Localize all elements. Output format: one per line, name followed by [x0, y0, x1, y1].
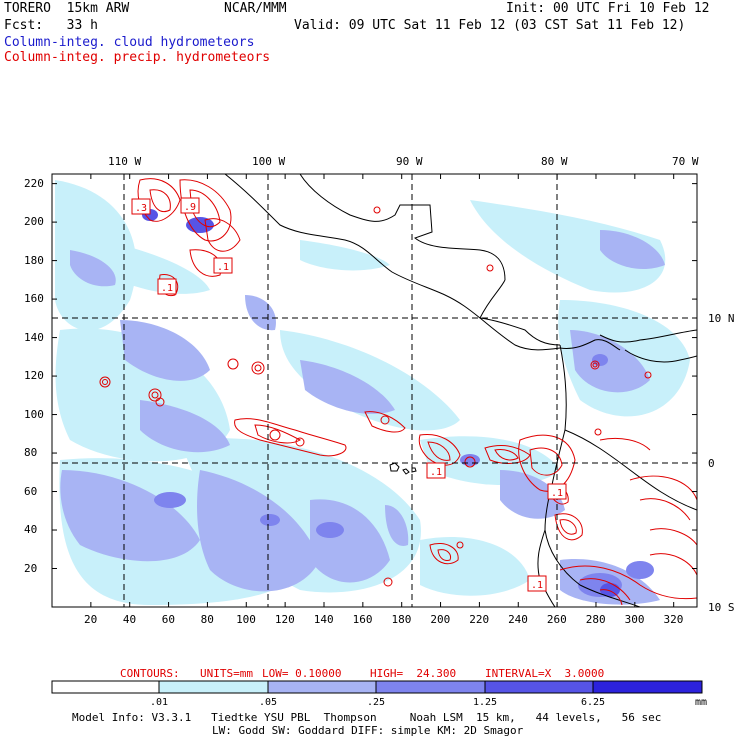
contours-low: LOW= 0.10000: [262, 667, 342, 680]
y-tick-label: 80: [24, 446, 38, 460]
colorbar-segment: [592, 680, 703, 694]
y-tick-label: 220: [24, 176, 44, 190]
x-tick-label: 20: [84, 613, 98, 626]
y-tick-label: 120: [24, 369, 44, 383]
x-tick-label: 160: [352, 613, 373, 626]
y-tick-label: 60: [24, 484, 38, 498]
x-tick-label: 100: [236, 613, 256, 626]
y-tick-label: 160: [24, 292, 44, 306]
colorbar-segment: [51, 680, 160, 694]
contour-label-box: [157, 278, 177, 295]
x-tick-label: 120: [274, 613, 295, 626]
x-tick-label: 220: [469, 613, 490, 626]
contour-label-text: .1: [430, 467, 442, 478]
field-precip-hydrometeors: Column-integ. precip. hydrometeors: [4, 50, 271, 65]
colorbar-label: .25: [367, 697, 386, 708]
colorbar-label: .05: [259, 697, 278, 708]
x-tick-label: 200: [430, 613, 451, 626]
y-tick-label: 140: [24, 330, 44, 344]
contour-label-box: [527, 575, 547, 592]
colorbar-segment: [158, 680, 269, 694]
contour-label-text: .1: [161, 283, 173, 294]
cloud-fill-medium: [60, 230, 665, 605]
valid-time: Valid: 09 UTC Sat 11 Feb 12 (03 CST Sat …: [294, 18, 686, 33]
x-tick-label: 40: [122, 613, 137, 626]
colorbar-segment: [484, 680, 594, 694]
contour-label-text: .9: [184, 202, 196, 213]
contour-label-box: [547, 483, 567, 500]
contour-label-box: [180, 197, 200, 214]
cloud-fill-layer: [55, 180, 690, 605]
y-tick-label: 200: [24, 215, 44, 229]
y-tick-label: 180: [24, 253, 44, 267]
contour-label-text: .1: [551, 488, 563, 499]
x-tick-label: 80: [200, 613, 214, 626]
colorbar-segment: [375, 680, 486, 694]
colorbar: [51, 680, 703, 694]
latitude-label: 0: [708, 457, 715, 470]
colorbar-unit: mm: [695, 697, 708, 708]
axis-ticks: [52, 174, 697, 607]
x-tick-label: 300: [624, 613, 645, 626]
map-frame: [51, 173, 698, 608]
x-tick-label: 240: [508, 613, 528, 626]
latitude-label: 10 S: [708, 601, 735, 614]
contours-interval: INTERVAL=X 3.0000: [485, 667, 605, 680]
colorbar-label: .01: [150, 697, 169, 708]
graticule: [52, 174, 697, 607]
y-tick-label: 20: [24, 561, 38, 575]
model-name: TORERO 15km ARW: [4, 1, 130, 16]
x-tick-label: 280: [585, 613, 606, 626]
init-time: Init: 00 UTC Fri 10 Feb 12: [506, 1, 710, 16]
colorbar-segment: [267, 680, 377, 694]
contour-label-text: .3: [135, 203, 147, 214]
longitude-label: 80 W: [541, 155, 568, 168]
footer-physics: LW: Godd SW: Goddard DIFF: simple KM: 2D…: [212, 724, 524, 737]
x-tick-label: 140: [313, 613, 334, 626]
contours-units: UNITS=mm: [200, 667, 253, 680]
x-tick-label: 180: [391, 613, 412, 626]
y-tick-label: 40: [24, 523, 38, 537]
precip-contour-layer: [99, 178, 697, 606]
latitude-label: 10 N: [708, 312, 735, 325]
y-tick-label: 100: [24, 407, 44, 421]
x-tick-label: 260: [546, 613, 567, 626]
x-tick-label: 60: [161, 613, 176, 626]
contour-label-boxes: .3 .9 .1 .1 .1 .1 .1: [131, 197, 567, 592]
organization: NCAR/MMM: [224, 1, 287, 16]
contour-label-box: [131, 198, 151, 215]
contours-label: CONTOURS:: [120, 667, 180, 680]
field-cloud-hydrometeors: Column-integ. cloud hydrometeors: [4, 35, 255, 50]
contour-label-box: [426, 462, 446, 479]
contours-high: HIGH= 24.300: [370, 667, 457, 680]
colorbar-label: 1.25: [473, 697, 498, 708]
longitude-label: 110 W: [108, 155, 142, 168]
longitude-label: 90 W: [396, 155, 423, 168]
x-tick-label: 320: [663, 613, 684, 626]
colorbar-label: 6.25: [581, 697, 606, 708]
forecast-hour: Fcst: 33 h: [4, 18, 98, 33]
contour-label-box: [213, 257, 233, 274]
longitude-label: 100 W: [252, 155, 286, 168]
footer-model-info: Model Info: V3.3.1 Tiedtke YSU PBL Thomp…: [72, 711, 662, 724]
longitude-label: 70 W: [672, 155, 699, 168]
contour-label-text: .1: [531, 580, 543, 591]
contour-label-text: .1: [217, 262, 229, 273]
